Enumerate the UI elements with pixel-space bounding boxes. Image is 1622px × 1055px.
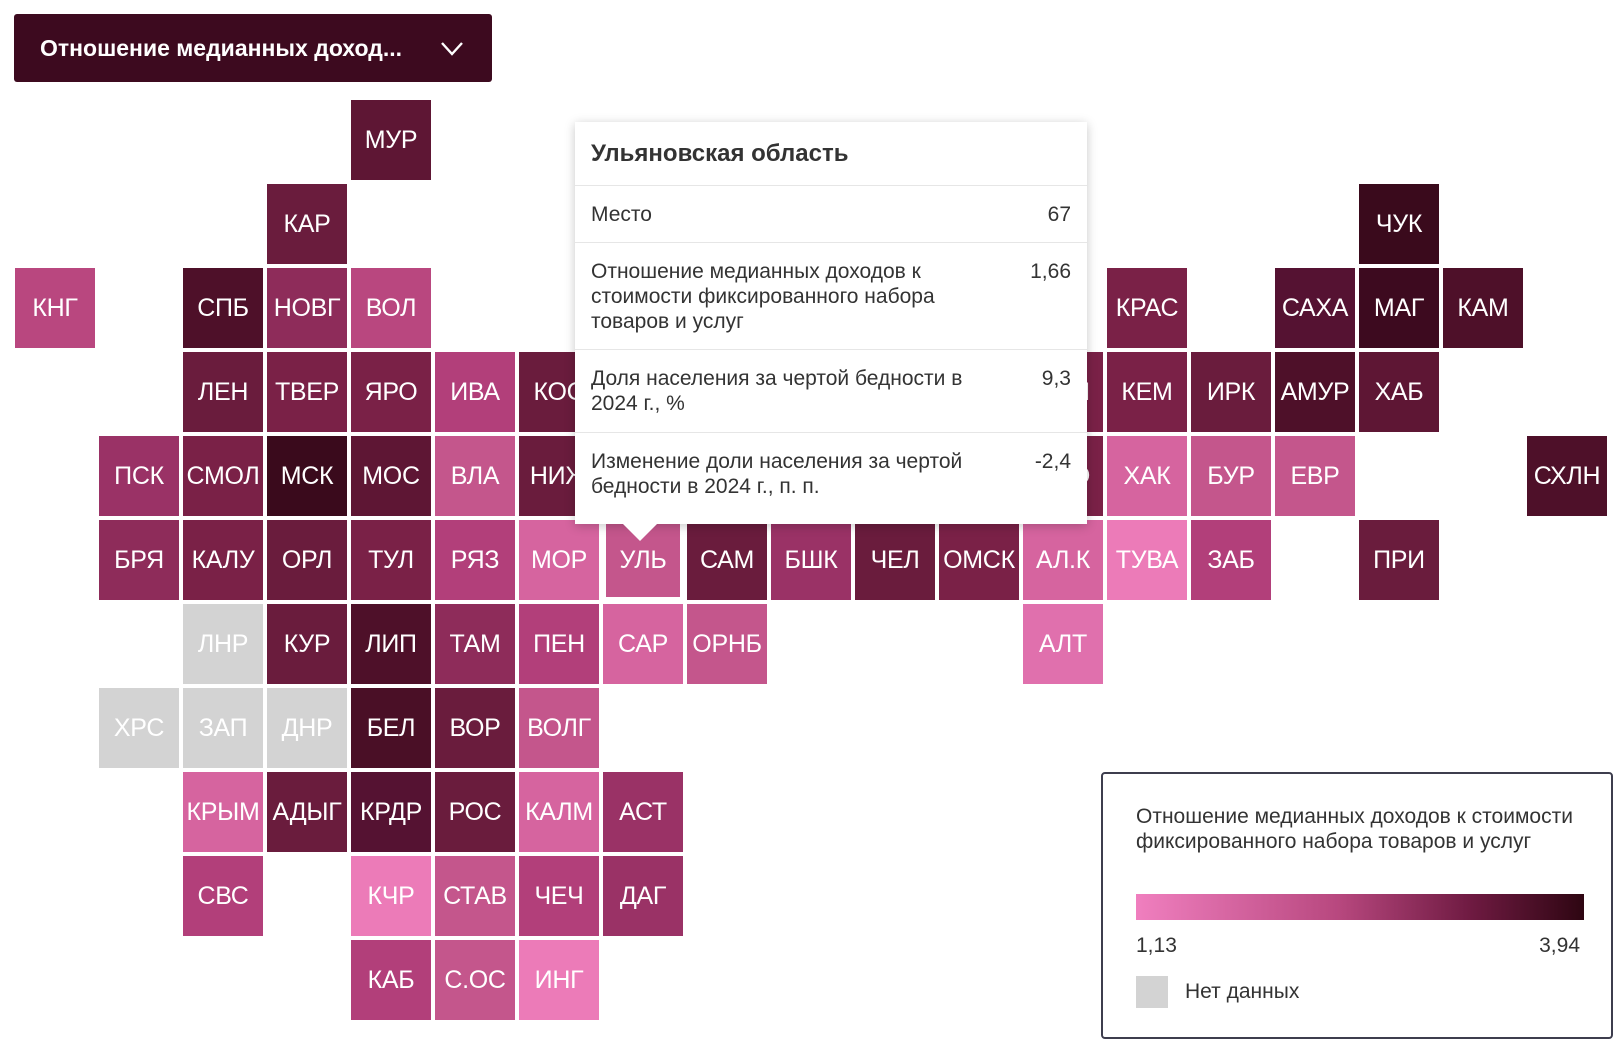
region-tile[interactable]: ХРС	[99, 688, 179, 768]
no-data-swatch	[1136, 976, 1168, 1008]
tooltip-row-poverty-change: Изменение доли населения за чертой бедно…	[575, 433, 1087, 522]
region-tile[interactable]: СМОЛ	[183, 436, 263, 516]
region-tile[interactable]: ЧЕЛ	[855, 520, 935, 600]
region-tile[interactable]: ЧЕЧ	[519, 856, 599, 936]
region-tile[interactable]: ОМСК	[939, 520, 1019, 600]
region-tile[interactable]: КАЛУ	[183, 520, 263, 600]
region-tile[interactable]: ЧУК	[1359, 184, 1439, 264]
region-tile[interactable]: КЧР	[351, 856, 431, 936]
region-tile[interactable]: ЗАП	[183, 688, 263, 768]
indicator-dropdown[interactable]: Отношение медианных доход...	[14, 14, 492, 82]
region-tile[interactable]: БРЯ	[99, 520, 179, 600]
region-tile[interactable]: СТАВ	[435, 856, 515, 936]
region-tile[interactable]: МУР	[351, 100, 431, 180]
region-tile[interactable]: КАР	[267, 184, 347, 264]
region-tile[interactable]: ЕВР	[1275, 436, 1355, 516]
no-data-label: Нет данных	[1185, 980, 1300, 1003]
region-tile[interactable]: С.ОС	[435, 940, 515, 1020]
tooltip-row-income-ratio: Отношение медианных доходов к стоимости …	[575, 243, 1087, 350]
region-tile[interactable]: ТАМ	[435, 604, 515, 684]
region-tile[interactable]: АЛТ	[1023, 604, 1103, 684]
tooltip-row-poverty-share: Доля населения за чертой бедности в 2024…	[575, 350, 1087, 433]
region-tile[interactable]: КРЫМ	[183, 772, 263, 852]
legend-min-value: 1,13	[1136, 934, 1177, 957]
region-tile[interactable]: САМ	[687, 520, 767, 600]
region-tile[interactable]: ТВЕР	[267, 352, 347, 432]
legend-gradient-bar	[1136, 894, 1584, 920]
region-tile[interactable]: КНГ	[15, 268, 95, 348]
region-tile[interactable]: ПСК	[99, 436, 179, 516]
region-tile[interactable]: НОВГ	[267, 268, 347, 348]
region-tile[interactable]: КАБ	[351, 940, 431, 1020]
region-tile[interactable]: САХА	[1275, 268, 1355, 348]
region-tile[interactable]: СХЛН	[1527, 436, 1607, 516]
indicator-dropdown-label: Отношение медианных доход...	[40, 34, 403, 61]
tooltip-row-label: Место	[591, 202, 652, 226]
region-tile[interactable]: КРАС	[1107, 268, 1187, 348]
region-tile[interactable]: РЯЗ	[435, 520, 515, 600]
tooltip-row-value: 9,3	[1041, 367, 1071, 390]
region-tile[interactable]: ЗАБ	[1191, 520, 1271, 600]
tooltip-row-value: 67	[1047, 202, 1071, 226]
region-tile[interactable]: СВС	[183, 856, 263, 936]
region-tile[interactable]: ИВА	[435, 352, 515, 432]
region-tile[interactable]: ИНГ	[519, 940, 599, 1020]
region-tile[interactable]: КЕМ	[1107, 352, 1187, 432]
region-tile[interactable]: ДНР	[267, 688, 347, 768]
region-tile[interactable]: ОРЛ	[267, 520, 347, 600]
region-tile[interactable]: РОС	[435, 772, 515, 852]
region-tile[interactable]: АДЫГ	[267, 772, 347, 852]
region-tile[interactable]: ВОР	[435, 688, 515, 768]
region-tile[interactable]: ПРИ	[1359, 520, 1439, 600]
tooltip-pointer	[622, 523, 658, 541]
region-tile[interactable]: АСТ	[603, 772, 683, 852]
region-tile[interactable]: ОРНБ	[687, 604, 767, 684]
region-tile[interactable]: КАЛМ	[519, 772, 599, 852]
region-tile[interactable]: ХАК	[1107, 436, 1187, 516]
region-tile[interactable]: МАГ	[1359, 268, 1439, 348]
region-tile[interactable]: АЛ.К	[1023, 520, 1103, 600]
region-tile[interactable]: ДАГ	[603, 856, 683, 936]
region-tile[interactable]: КАМ	[1443, 268, 1523, 348]
region-tile[interactable]: ВОЛ	[351, 268, 431, 348]
chevron-down-icon	[441, 42, 463, 56]
region-tile[interactable]: ИРК	[1191, 352, 1271, 432]
region-tile[interactable]: ПЕН	[519, 604, 599, 684]
region-tile[interactable]: БШК	[771, 520, 851, 600]
region-tile[interactable]: СПБ	[183, 268, 263, 348]
region-tile[interactable]: ТУЛ	[351, 520, 431, 600]
region-tile[interactable]: САР	[603, 604, 683, 684]
region-tooltip: Ульяновская область Место 67 Отношение м…	[575, 122, 1087, 524]
region-tile[interactable]: ВЛА	[435, 436, 515, 516]
region-tile[interactable]: ЛНР	[183, 604, 263, 684]
color-legend: Отношение медианных доходов к стоимости …	[1101, 772, 1613, 1039]
region-tile[interactable]: МОР	[519, 520, 599, 600]
tooltip-row-label: Изменение доли населения за чертой бедно…	[591, 450, 963, 498]
region-tile[interactable]: ТУВА	[1107, 520, 1187, 600]
legend-max-value: 3,94	[1539, 934, 1580, 957]
tooltip-row-value: 1,66	[1030, 260, 1071, 283]
region-tile[interactable]: ЯРО	[351, 352, 431, 432]
tooltip-row-label: Доля населения за чертой бедности в 2024…	[591, 367, 963, 415]
region-tile[interactable]: КРДР	[351, 772, 431, 852]
tooltip-row-label: Отношение медианных доходов к стоимости …	[591, 260, 935, 333]
legend-title: Отношение медианных доходов к стоимости …	[1136, 805, 1573, 853]
region-tile[interactable]: ВОЛГ	[519, 688, 599, 768]
region-tile[interactable]: БУР	[1191, 436, 1271, 516]
region-tile[interactable]: КУР	[267, 604, 347, 684]
tooltip-row-rank: Место 67	[575, 186, 1087, 243]
region-tile[interactable]: ЛЕН	[183, 352, 263, 432]
tooltip-title: Ульяновская область	[575, 122, 1087, 186]
region-tile[interactable]: АМУР	[1275, 352, 1355, 432]
region-tile[interactable]: ХАБ	[1359, 352, 1439, 432]
region-tile[interactable]: МСК	[267, 436, 347, 516]
tooltip-row-value: -2,4	[1034, 450, 1071, 473]
region-tile[interactable]: ЛИП	[351, 604, 431, 684]
region-tile[interactable]: МОС	[351, 436, 431, 516]
region-tile[interactable]: БЕЛ	[351, 688, 431, 768]
